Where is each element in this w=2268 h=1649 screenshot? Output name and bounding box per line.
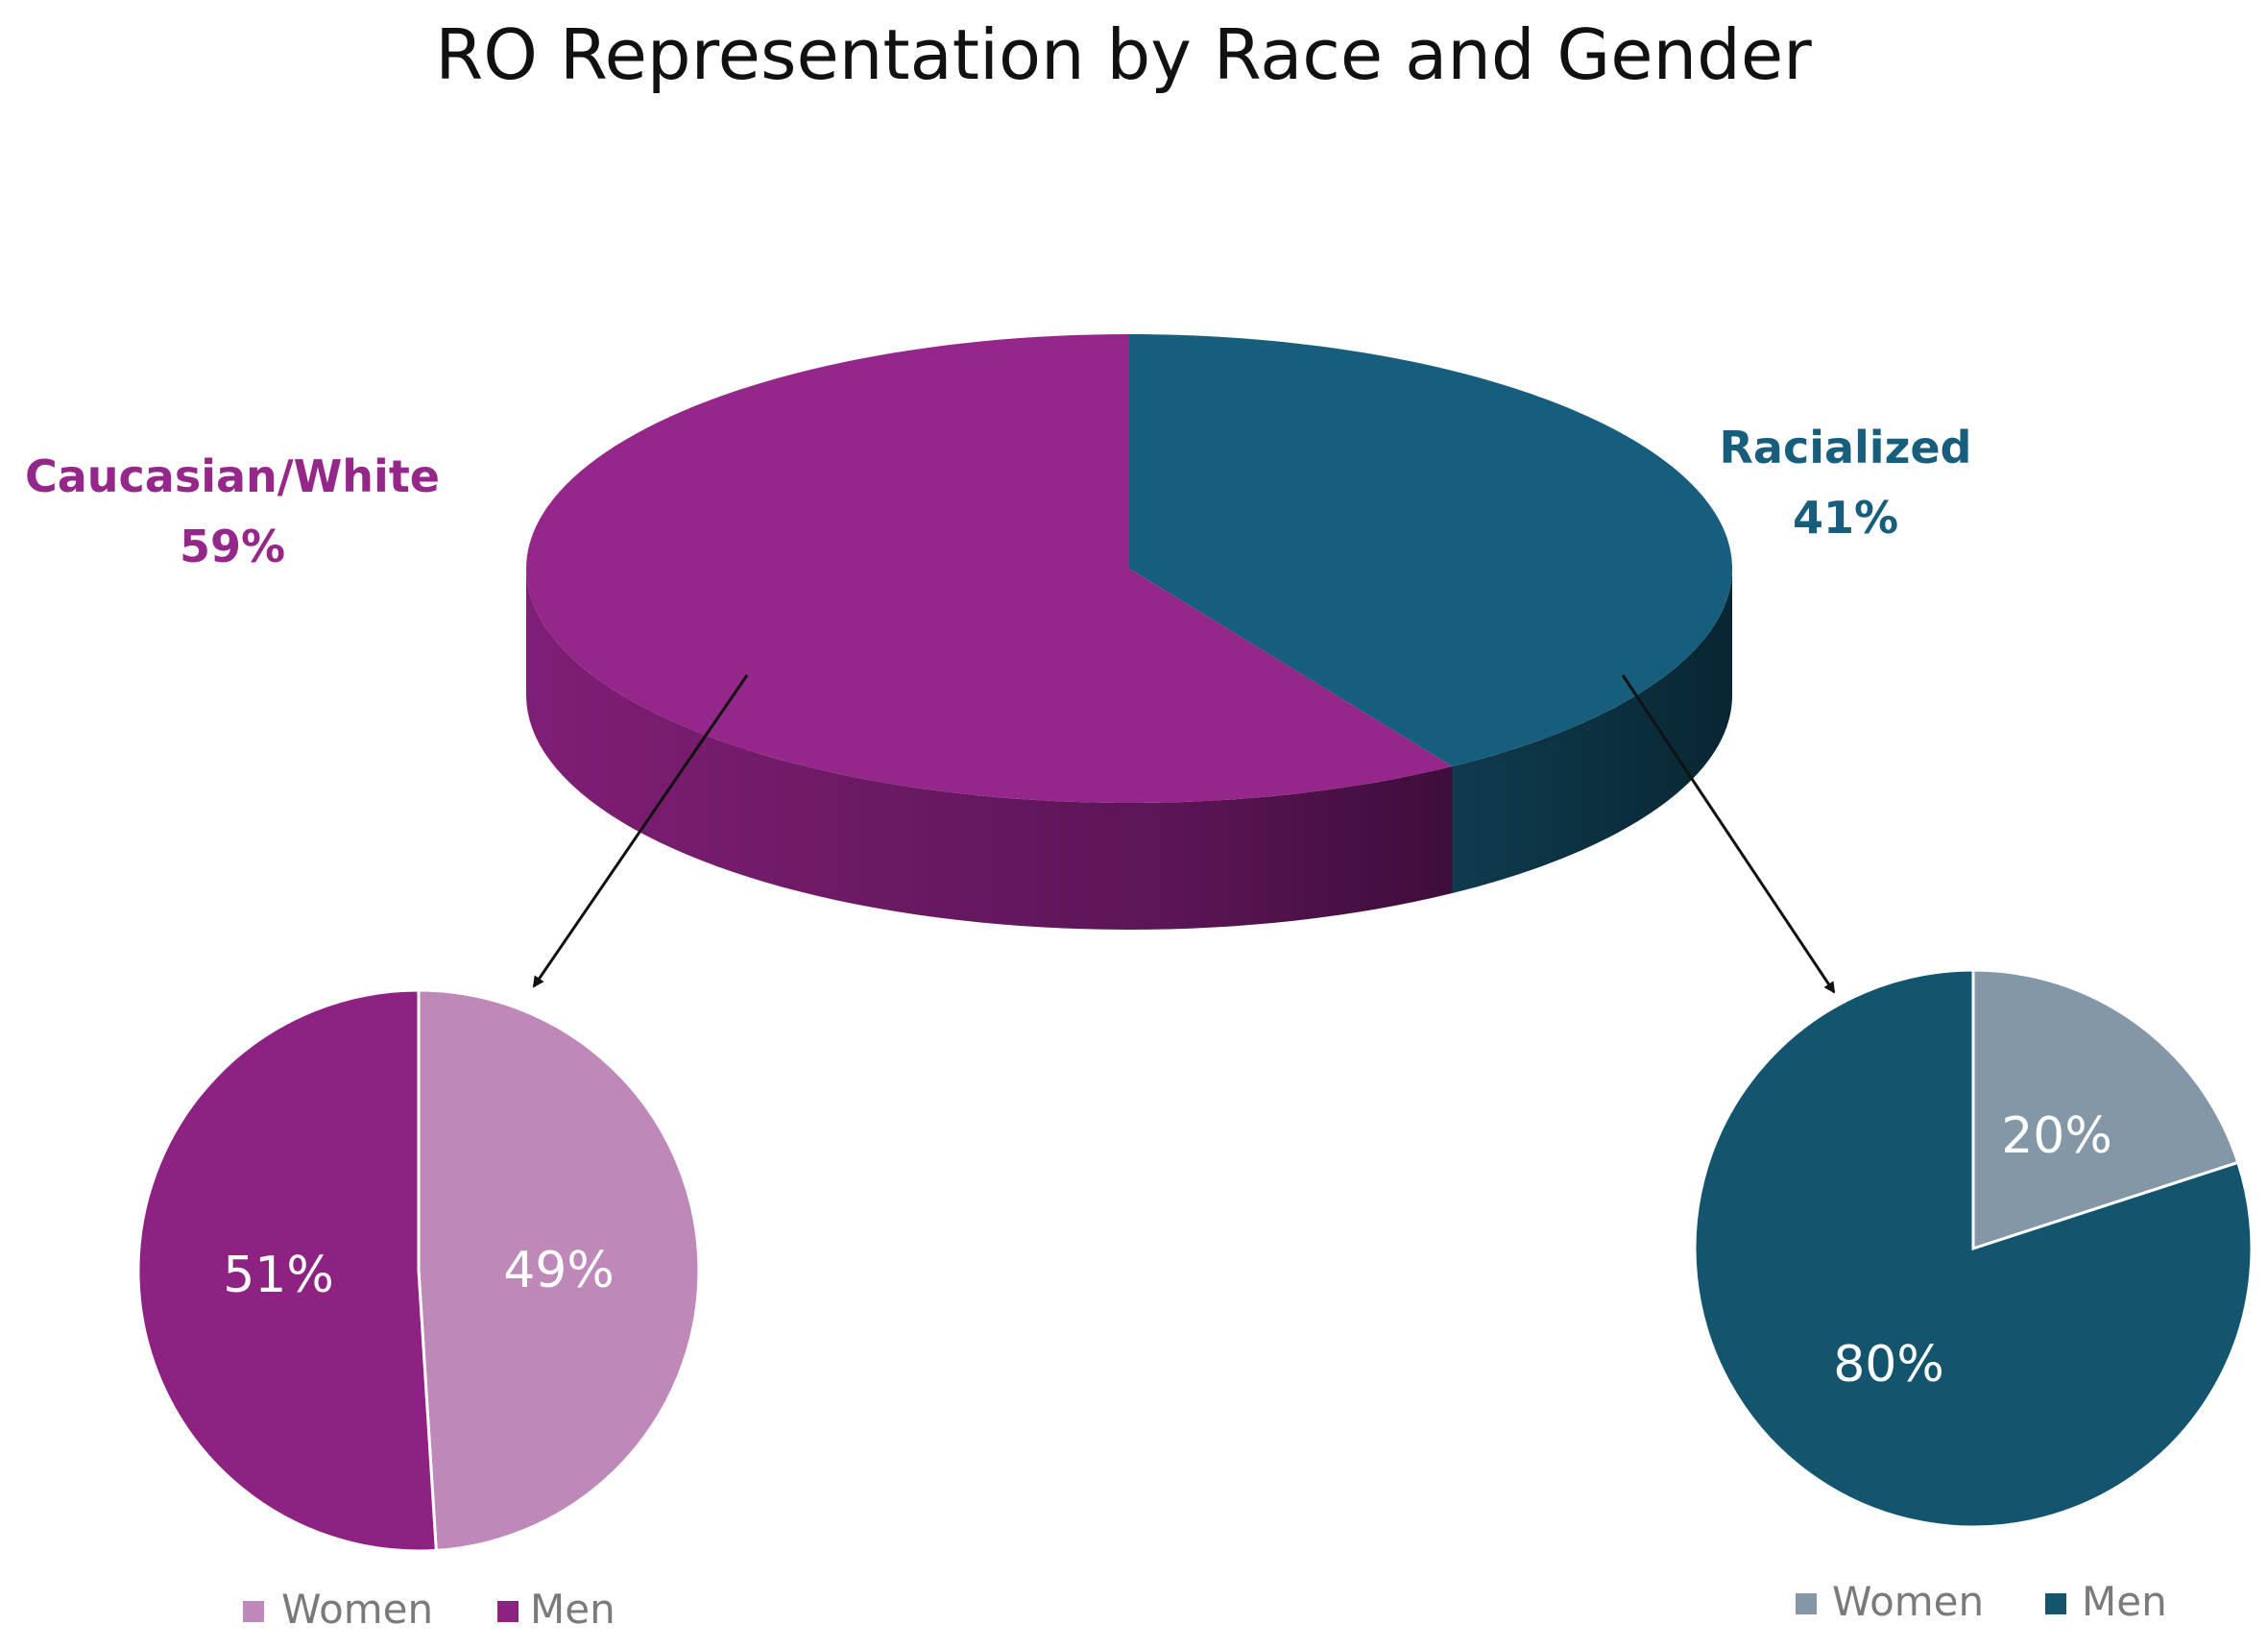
caucasian-arrow xyxy=(532,674,749,988)
main-pie xyxy=(526,334,1732,930)
caucasian-white-label: Caucasian/White xyxy=(25,450,440,502)
left-women-slice xyxy=(417,988,701,1553)
chart-title: RO Representation by Race and Gender xyxy=(435,14,1812,95)
left-legend-women-swatch xyxy=(243,1601,264,1622)
left-men-slice xyxy=(136,988,438,1553)
caucasian-white-value: 59% xyxy=(180,521,285,572)
right-legend: Women Men xyxy=(1796,1578,2167,1625)
right-men-value: 80% xyxy=(1833,1336,1944,1394)
caucasian-white-slice xyxy=(526,334,1453,803)
racialized-arrow xyxy=(1621,674,1836,994)
racialized-label: Racialized xyxy=(1720,422,1972,473)
racialized-gender-pie xyxy=(1693,968,2254,1529)
right-legend-women-swatch xyxy=(1796,1593,1817,1614)
left-legend-men-swatch xyxy=(497,1601,519,1622)
right-men-slice xyxy=(1693,968,2254,1529)
left-legend: Women Men xyxy=(243,1586,615,1633)
left-legend-men-label: Men xyxy=(530,1586,615,1633)
racialized-slice xyxy=(1129,334,1732,767)
left-legend-women-label: Women xyxy=(281,1586,433,1633)
racialized-value: 41% xyxy=(1793,492,1898,544)
right-women-slice xyxy=(1971,968,2240,1251)
caucasian-gender-pie xyxy=(136,988,701,1553)
right-legend-men-label: Men xyxy=(2082,1578,2167,1625)
right-legend-women-label: Women xyxy=(1832,1578,1984,1625)
racialized-side xyxy=(1452,569,1732,894)
right-women-value: 20% xyxy=(2001,1107,2112,1165)
left-women-value: 49% xyxy=(503,1242,615,1299)
caucasian-white-side xyxy=(526,569,1453,930)
right-legend-men-swatch xyxy=(2045,1593,2066,1614)
left-men-value: 51% xyxy=(223,1247,334,1304)
